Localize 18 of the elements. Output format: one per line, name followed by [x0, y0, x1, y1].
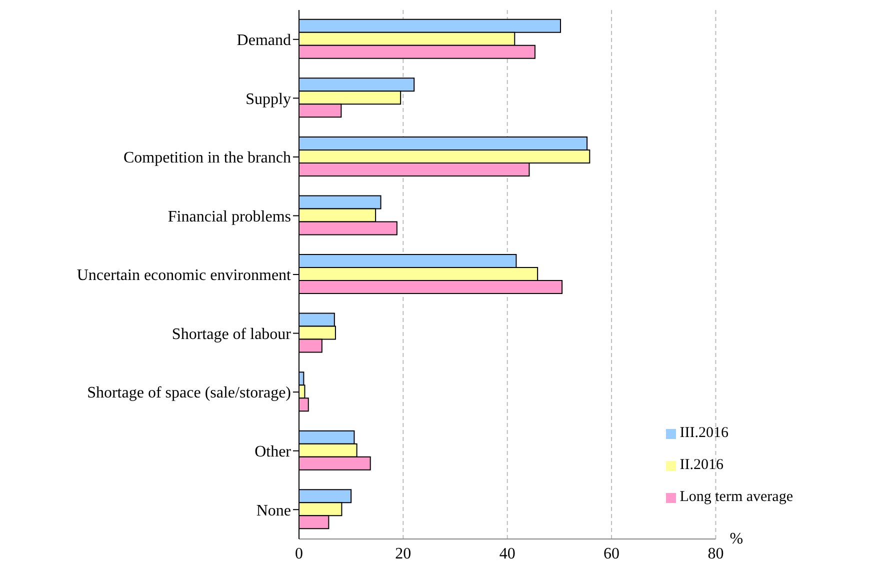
legend-label: II.2016: [680, 457, 724, 473]
y-tick-label: Shortage of space (sale/storage): [87, 384, 291, 402]
x-tick-label: 40: [499, 545, 516, 562]
y-tick-label: Uncertain economic environment: [76, 267, 292, 284]
y-tick-label: Shortage of labour: [172, 326, 292, 343]
x-axis-title: %: [730, 530, 744, 548]
y-tick-label: Other: [254, 444, 292, 461]
x-tick-label: 0: [295, 545, 303, 562]
x-tick-label: 20: [395, 545, 412, 562]
y-tick-label: Financial problems: [168, 208, 291, 226]
y-tick-label: Demand: [236, 32, 291, 50]
y-tick-label: Supply: [246, 90, 291, 108]
legend-label: III.2016: [680, 425, 728, 441]
legend-label: Long term average: [680, 489, 793, 505]
y-tick-label: None: [256, 502, 291, 520]
x-tick-label: 80: [708, 545, 724, 562]
y-tick-label: Competition in the branch: [123, 150, 291, 167]
x-tick-label: 60: [604, 545, 620, 562]
